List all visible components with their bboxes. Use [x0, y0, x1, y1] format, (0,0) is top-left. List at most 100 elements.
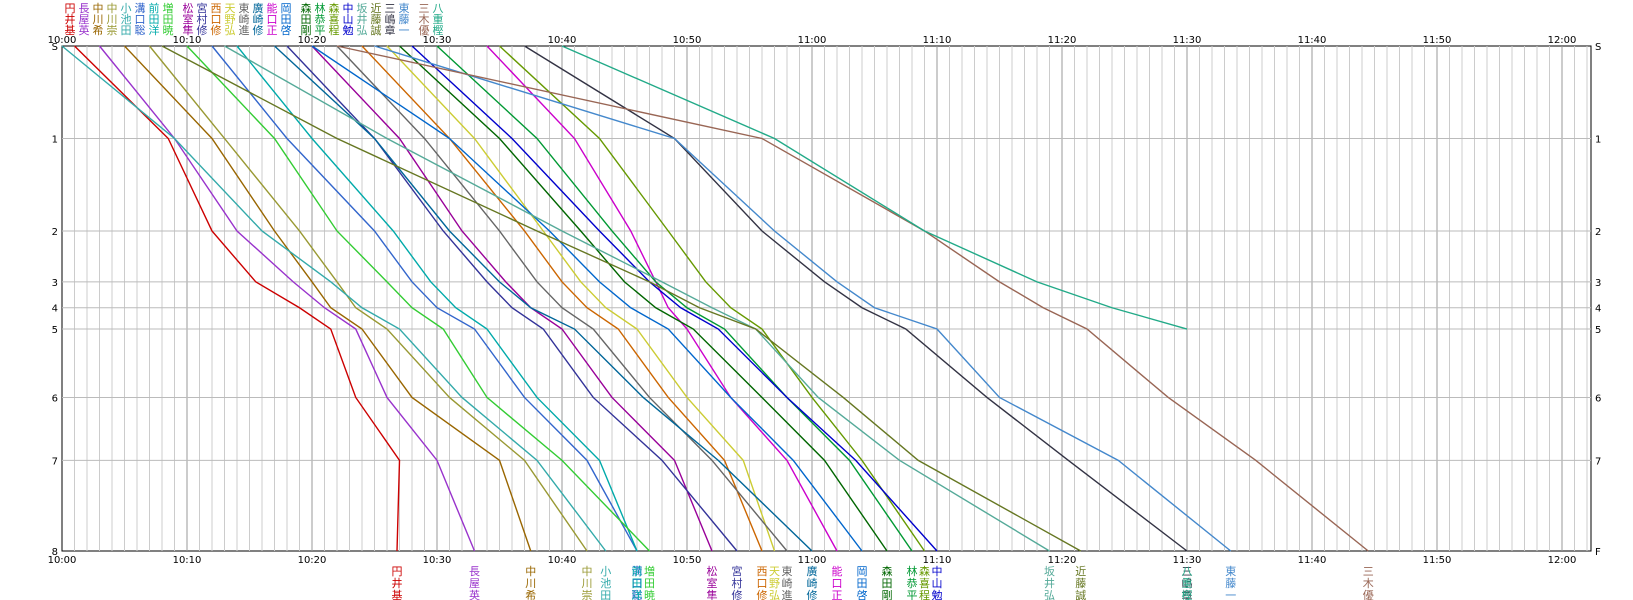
legend-entry-char: 喜: [329, 13, 340, 26]
finish-name-char: 口: [832, 577, 843, 590]
series-line: [336, 45, 1369, 552]
series-line: [186, 45, 651, 552]
finish-name-char: 崎: [782, 576, 793, 590]
legend-entry-char: 啓: [281, 23, 292, 37]
finish-name-char: 崇: [582, 589, 593, 600]
finish-name-char: 誠: [1075, 589, 1086, 600]
finish-name-char: 修: [732, 588, 743, 600]
legend-entry-char: 勉: [343, 23, 354, 37]
legend-entry-char: 藤: [371, 13, 382, 26]
finish-name-char: 修: [807, 588, 818, 600]
finish-name-char: 田: [644, 577, 655, 590]
finish-name-char: 東: [1225, 565, 1236, 578]
finish-name-char: 能: [832, 564, 843, 578]
legend-entry-char: 崎: [253, 12, 264, 26]
finish-name-char: 程: [919, 589, 930, 600]
x-tick-label-top: 12:00: [1548, 35, 1577, 46]
finish-name-char: 天: [769, 565, 780, 578]
legend-entry-char: 西: [211, 2, 222, 15]
y-label-right: 3: [1595, 278, 1601, 289]
series-line: [386, 45, 776, 552]
legend-entry-char: 能: [267, 1, 278, 15]
finish-name-char: 井: [1044, 576, 1055, 590]
series-line: [236, 45, 638, 552]
series-line: [374, 45, 1232, 552]
x-tick-label-bottom: 11:10: [923, 555, 952, 566]
x-tick-label-bottom: 10:00: [48, 555, 77, 566]
x-tick-label-bottom: 10:10: [173, 555, 202, 566]
series-line: [524, 45, 1188, 552]
finish-name-char: 室: [707, 576, 718, 590]
legend-entry-char: 岡: [281, 2, 292, 15]
legend-entry-char: 東: [399, 2, 410, 15]
y-label-left: S: [52, 42, 58, 53]
x-tick-label-bottom: 10:30: [423, 555, 452, 566]
x-tick-label-bottom: 11:40: [1298, 555, 1327, 566]
x-tick-label-top: 11:20: [1048, 35, 1077, 46]
x-tick-label-bottom: 11:50: [1423, 555, 1452, 566]
legend-entry-char: 誠: [371, 24, 382, 37]
finish-name-char: 進: [782, 589, 793, 600]
legend-entry-char: 平: [315, 24, 326, 37]
finish-name-char: 英: [469, 588, 480, 600]
legend-entry-char: 中: [343, 2, 354, 15]
finish-name-char: 暁: [644, 589, 655, 600]
legend-entry-char: 近: [371, 2, 382, 15]
legend-entry-char: 川: [93, 13, 104, 26]
finish-name-char: 藤: [1075, 577, 1086, 590]
legend-entry-char: 前: [149, 1, 160, 15]
y-label-left: 5: [52, 325, 58, 336]
series-line: [274, 45, 813, 552]
x-tick-label-bottom: 10:20: [298, 555, 327, 566]
legend-entry-char: 宮: [197, 1, 208, 15]
legend-entry-char: 中: [107, 2, 118, 15]
finish-name-char: 八: [1182, 565, 1193, 578]
x-tick-label-top: 11:00: [798, 35, 827, 46]
legend-entry-char: 修: [211, 23, 222, 37]
x-tick-label-bottom: 11:30: [1173, 555, 1202, 566]
finish-name-char: 聡: [632, 588, 643, 600]
finish-name-char: 重: [1182, 576, 1193, 590]
legend-entry-char: 希: [93, 23, 104, 37]
legend-entry-char: 山: [343, 13, 354, 26]
legend-entry-char: 口: [211, 13, 222, 26]
legend-entry-char: 池: [121, 13, 132, 26]
series-line: [61, 45, 607, 552]
legend-entry-char: 洋: [149, 23, 160, 37]
legend-entry-char: 弘: [225, 24, 236, 37]
finish-name-char: 西: [757, 565, 768, 578]
legend-entry-char: 修: [197, 23, 208, 37]
finish-name-char: 廣: [807, 564, 818, 578]
y-label-left: 3: [52, 278, 58, 289]
finish-name-char: 宮: [732, 564, 743, 578]
finish-name-char: 口: [757, 577, 768, 590]
finish-name-char: 円: [392, 565, 403, 578]
legend-entry-char: 恭: [315, 13, 326, 26]
finish-name-char: 井: [392, 576, 403, 590]
finish-name-char: 中: [525, 565, 536, 578]
legend-entry-char: 中: [93, 2, 104, 15]
series-line: [148, 45, 588, 552]
y-label-left: 6: [52, 393, 58, 404]
legend-entry-char: 野: [225, 13, 236, 26]
x-tick-label-top: 11:10: [923, 35, 952, 46]
legend-entry-char: 井: [65, 12, 76, 26]
finish-name-char: 恭: [907, 577, 918, 590]
legend-entry-char: 田: [281, 13, 292, 26]
finish-name-char: 増: [644, 565, 655, 578]
legend-entry-char: 円: [65, 2, 76, 15]
finish-name-char: 正: [832, 589, 843, 600]
finish-name-char: 長: [469, 565, 480, 578]
finish-name-char: 修: [757, 588, 768, 600]
legend-entry-char: 基: [65, 24, 76, 37]
legend-entry-char: 口: [267, 13, 278, 26]
y-label-left: 7: [52, 456, 58, 467]
finish-name-char: 田: [632, 577, 643, 590]
legend-entry-char: 隼: [183, 23, 194, 37]
finish-name-char: 池: [600, 577, 611, 590]
finish-name-char: 弘: [769, 589, 780, 600]
legend-entry-char: 廣: [253, 1, 264, 15]
series-line: [486, 45, 838, 552]
finish-name-char: 優: [1363, 589, 1374, 600]
finish-name-char: 田: [600, 589, 611, 600]
